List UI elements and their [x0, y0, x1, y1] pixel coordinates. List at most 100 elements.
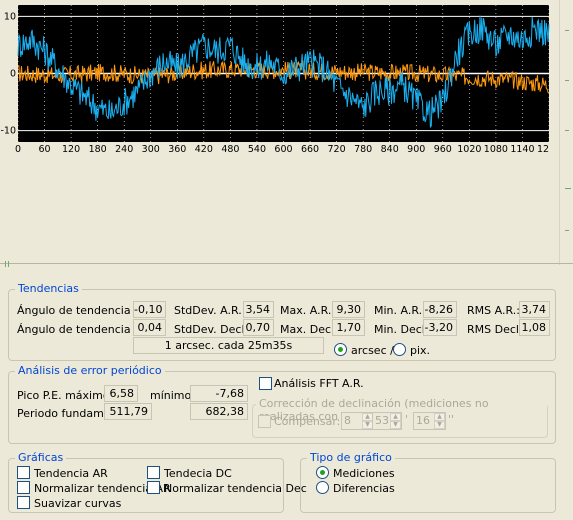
deg-value: 8 [344, 414, 351, 427]
x-tick-label: 12 [537, 144, 549, 155]
graficas-title: Gráficas [15, 451, 67, 464]
minimo-label: mínimo: [150, 389, 195, 402]
deg-spinner[interactable]: 8 ▲ ▼ [341, 412, 374, 430]
periodo2-value: 682,38 [190, 403, 248, 420]
angle-ar-value: -0,10 [133, 301, 166, 318]
norm-ar-label[interactable]: Normalizar tendencia AR [34, 482, 171, 495]
x-tick-label: 1140 [510, 144, 534, 155]
periodic-error-chart: 10 0 -10 0 60 120 180 240 300 360 420 480 540 600 660… [0, 5, 550, 155]
min-ar-label: Min. A.R.: [374, 304, 426, 317]
std-decl-value: 0,70 [243, 319, 274, 336]
correccion-group: Corrección de declinación (mediciones no… [252, 397, 548, 438]
graficas-group: Gráficas [8, 451, 284, 513]
min-symbol: ' [405, 413, 409, 426]
x-tick-label: 540 [248, 144, 266, 155]
splitter-grip[interactable] [5, 261, 9, 267]
unit-pix-radio[interactable] [393, 343, 406, 356]
x-tick-label: 720 [328, 144, 346, 155]
unit-arcsec-radio[interactable] [334, 343, 347, 356]
periodo-value: 511,79 [104, 403, 152, 420]
tendencia-dc-label[interactable]: Tendecia DC [164, 467, 232, 480]
sec-down-icon[interactable]: ▼ [434, 421, 445, 429]
norm-dec-label[interactable]: Normalizar tendencia Dec [164, 482, 307, 495]
min-up-icon[interactable]: ▲ [390, 413, 401, 421]
x-tick-label: 420 [195, 144, 213, 155]
compensar-checkbox[interactable] [258, 415, 271, 428]
max-decl-label: Max. Decl.: [280, 323, 342, 336]
tendencia-ar-label[interactable]: Tendencia AR [34, 467, 108, 480]
x-tick-label: 180 [89, 144, 107, 155]
angle-decl-value: 0,04 [133, 319, 166, 336]
compensar-label: Compensar: [274, 415, 341, 428]
max-ar-value: 9,30 [332, 301, 365, 318]
min-down-icon[interactable]: ▼ [390, 421, 401, 429]
x-tick-label: 0 [15, 144, 21, 155]
sec-value: 16 [416, 414, 430, 427]
tendencias-title: Tendencias [15, 282, 82, 295]
y-tick-label: 0 [10, 69, 16, 80]
sec-symbol: '' [448, 413, 455, 426]
tipo-title: Tipo de gráfico [307, 451, 395, 464]
std-decl-label: StdDev. Decl.: [174, 323, 252, 336]
min-ar-value: -8,26 [423, 301, 457, 318]
x-tick-label: 1020 [457, 144, 481, 155]
norm-ar-checkbox[interactable] [17, 481, 30, 494]
std-ar-value: 3,54 [243, 301, 274, 318]
sec-up-icon[interactable]: ▲ [434, 413, 445, 421]
correccion-title: Corrección de declinación (mediciones no… [256, 397, 547, 423]
max-ar-label: Max. A.R.: [280, 304, 336, 317]
chart-panel: 10 0 -10 0 60 120 180 240 300 360 420 480 540 600 660… [0, 0, 573, 265]
norm-dec-checkbox[interactable] [147, 481, 160, 494]
analisis-group: Análisis de error periódico [8, 364, 556, 444]
x-tick-label: 480 [221, 144, 239, 155]
tendencias-group: Tendencias [8, 282, 556, 361]
x-tick-label: 240 [115, 144, 133, 155]
x-tick-label: 120 [62, 144, 80, 155]
mediciones-label[interactable]: Mediciones [333, 467, 395, 480]
diferencias-radio[interactable] [316, 481, 329, 494]
tendencia-dc-checkbox[interactable] [147, 466, 160, 479]
mediciones-radio[interactable] [316, 466, 329, 479]
pico-min-value: -7,68 [190, 385, 248, 402]
x-tick-label: 300 [142, 144, 160, 155]
rms-decl-label: RMS Decl.: [467, 323, 527, 336]
rms-decl-value: 1,08 [519, 319, 550, 336]
min-spinner[interactable]: 53 ▲ ▼ [372, 412, 402, 430]
max-decl-value: 1,70 [332, 319, 365, 336]
pico-max-label: Pico P.E. máximo: [17, 389, 114, 402]
tipo-group: Tipo de gráfico [300, 451, 556, 513]
std-ar-label: StdDev. A.R.: [174, 304, 246, 317]
x-tick-label: 840 [381, 144, 399, 155]
unit-pix-label[interactable]: pix. [410, 344, 431, 357]
fft-label[interactable]: Análisis FFT A.R. [274, 377, 364, 390]
tendencia-ar-checkbox[interactable] [17, 466, 30, 479]
min-decl-label: Min. Decl.: [374, 323, 433, 336]
unit-arcsec-label[interactable]: arcsec / [351, 344, 394, 357]
fft-checkbox[interactable] [259, 377, 272, 390]
y-tick-label: 10 [4, 11, 16, 22]
x-tick-label: 360 [168, 144, 186, 155]
diferencias-label[interactable]: Diferencias [333, 482, 395, 495]
rms-ar-label: RMS A.R.: [467, 304, 520, 317]
x-tick-label: 660 [301, 144, 319, 155]
x-tick-label: 780 [354, 144, 372, 155]
x-tick-label: 600 [274, 144, 292, 155]
min-value: 53 [375, 414, 389, 427]
series-line-1 [17, 15, 550, 129]
series-line-0 [17, 60, 550, 94]
x-tick-label: 900 [407, 144, 425, 155]
x-tick-label: 960 [434, 144, 452, 155]
y-tick-label: -10 [0, 126, 16, 137]
splitter[interactable] [0, 263, 573, 267]
x-tick-label: 1080 [484, 144, 508, 155]
angle-ar-label: Ángulo de tendencia A.R.: [17, 304, 160, 317]
pico-max-value: 6,58 [104, 385, 138, 402]
x-tick-label: 60 [39, 144, 51, 155]
sec-spinner[interactable]: 16 ▲ ▼ [413, 412, 446, 430]
min-decl-value: -3,20 [423, 319, 457, 336]
trend-rate: 1 arcsec. cada 25m35s [133, 337, 324, 354]
vertical-scrollbar[interactable] [559, 0, 573, 265]
rms-ar-value: 3,74 [519, 301, 550, 318]
suavizar-checkbox[interactable] [17, 496, 30, 509]
suavizar-label[interactable]: Suavizar curvas [34, 497, 122, 510]
